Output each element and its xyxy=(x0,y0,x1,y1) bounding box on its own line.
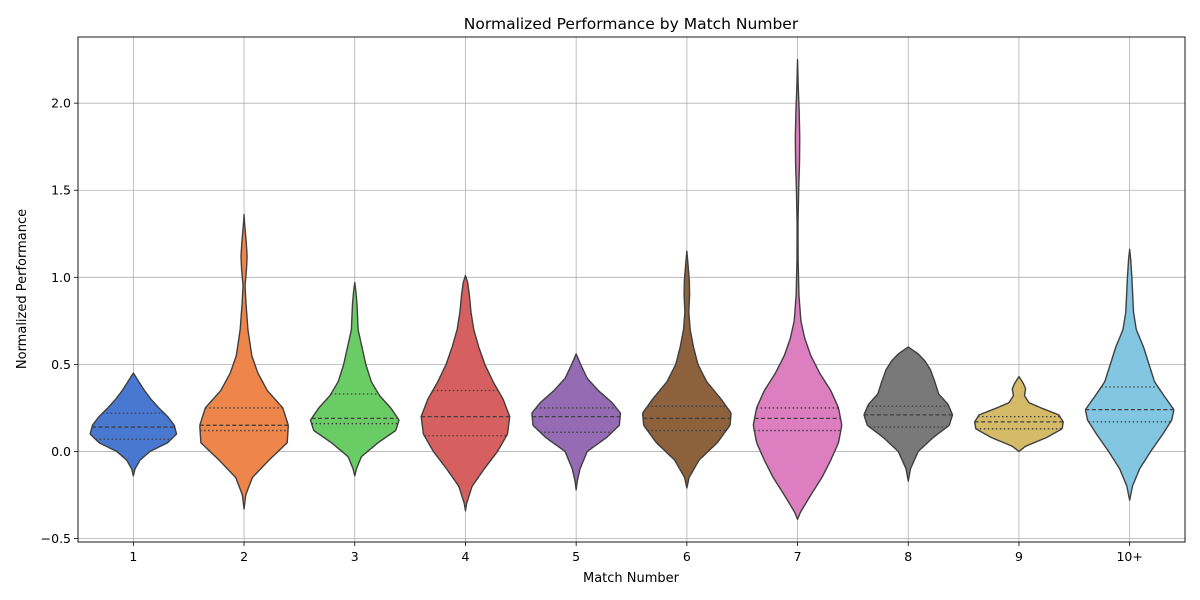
chart-title: Normalized Performance by Match Number xyxy=(464,15,799,33)
x-tick-label: 5 xyxy=(572,549,580,564)
violin-7 xyxy=(752,58,843,521)
y-tick-label: 0.5 xyxy=(51,357,71,372)
x-tick-label: 7 xyxy=(794,549,802,564)
violin-6 xyxy=(641,250,732,489)
violin-body xyxy=(199,213,289,510)
y-tick-label: 2.0 xyxy=(51,96,71,111)
violin-5 xyxy=(531,353,622,491)
violin-body xyxy=(1084,248,1175,501)
x-tick-label: 1 xyxy=(129,549,137,564)
x-tick-label: 3 xyxy=(351,549,359,564)
violin-8 xyxy=(863,346,954,482)
y-axis-label: Normalized Performance xyxy=(15,209,30,369)
y-ticks: −0.5 0.0 0.5 1.0 1.5 2.0 xyxy=(41,96,78,546)
y-tick-label: 1.5 xyxy=(51,183,71,198)
x-tick-label: 4 xyxy=(461,549,469,564)
y-tick-label: −0.5 xyxy=(41,531,71,546)
violin-1 xyxy=(89,372,178,477)
x-tick-label: 8 xyxy=(904,549,912,564)
violin-4 xyxy=(420,274,511,512)
x-tick-label: 9 xyxy=(1015,549,1023,564)
y-tick-label: 0.0 xyxy=(51,444,71,459)
violin-body xyxy=(641,250,732,489)
x-axis-label: Match Number xyxy=(583,571,680,586)
violin-body xyxy=(89,372,178,477)
violin-2 xyxy=(199,213,289,510)
violin-body xyxy=(973,375,1064,453)
violin-body xyxy=(309,281,400,477)
violin-3 xyxy=(309,281,400,477)
violins-group xyxy=(89,58,1175,521)
y-tick-label: 1.0 xyxy=(51,270,71,285)
violin-body xyxy=(531,353,622,491)
violin-10+ xyxy=(1084,248,1175,501)
violin-body xyxy=(752,58,843,521)
x-tick-label: 2 xyxy=(240,549,248,564)
x-tick-label: 10+ xyxy=(1116,549,1142,564)
plot-frame xyxy=(77,36,1186,543)
violin-body xyxy=(863,346,954,482)
violin-body xyxy=(420,274,511,512)
x-ticks: 1 2 3 4 5 6 7 8 9 10+ xyxy=(129,542,1143,564)
violin-9 xyxy=(973,375,1064,453)
x-tick-label: 6 xyxy=(683,549,691,564)
